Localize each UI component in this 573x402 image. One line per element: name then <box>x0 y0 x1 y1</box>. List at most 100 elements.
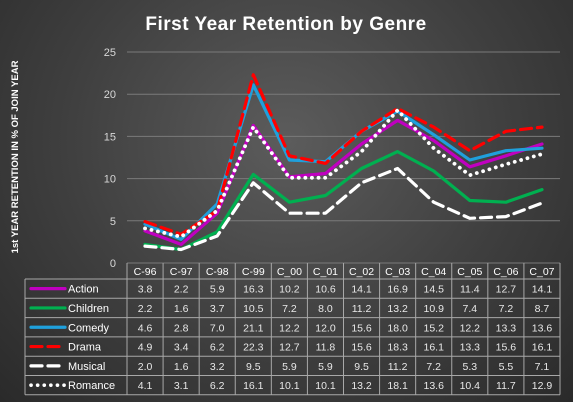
data-cell: 15.6 <box>351 322 372 334</box>
y-tick-label: 15 <box>104 131 116 143</box>
y-tick-label: 20 <box>104 89 116 101</box>
x-tick-label: C_01 <box>313 266 338 278</box>
data-cell: 5.5 <box>499 361 514 373</box>
data-cell: 18.3 <box>387 342 408 354</box>
data-cell: 21.1 <box>243 322 264 334</box>
data-cell: 7.2 <box>282 303 297 315</box>
data-cell: 2.0 <box>138 361 153 373</box>
data-cell: 2.8 <box>174 322 189 334</box>
y-tick-label: 0 <box>110 258 116 270</box>
data-cell: 12.0 <box>315 322 336 334</box>
series-line-musical <box>143 166 544 252</box>
data-cell: 5.9 <box>318 361 333 373</box>
data-cell: 1.6 <box>174 303 189 315</box>
data-cell: 15.6 <box>351 342 372 354</box>
legend-label: Comedy <box>68 322 109 334</box>
y-tick-label: 10 <box>104 174 116 186</box>
legend-label: Romance <box>68 380 115 392</box>
data-cell: 11.7 <box>496 380 516 392</box>
data-cell: 10.9 <box>423 303 444 315</box>
data-cell: 6.2 <box>210 380 225 392</box>
data-cell: 3.2 <box>210 361 225 373</box>
data-cell: 18.1 <box>387 380 408 392</box>
data-cell: 3.8 <box>138 284 153 296</box>
data-cell: 11.2 <box>352 303 372 315</box>
data-cell: 4.6 <box>138 322 153 334</box>
series-line-romance <box>143 108 544 239</box>
data-cell: 11.2 <box>388 361 408 373</box>
data-cell: 14.5 <box>423 284 444 296</box>
y-tick-label: 25 <box>104 47 116 59</box>
data-cell: 16.1 <box>532 342 553 354</box>
data-cell: 13.3 <box>496 322 517 334</box>
data-cell: 10.4 <box>460 380 481 392</box>
data-cell: 22.3 <box>243 342 264 354</box>
chart-title: First Year Retention by Genre <box>145 14 426 35</box>
x-tick-label: C_06 <box>493 266 518 278</box>
data-cell: 12.2 <box>279 322 300 334</box>
data-cell: 1.6 <box>174 361 189 373</box>
x-tick-label: C_00 <box>277 266 302 278</box>
x-tick-label: C-97 <box>170 266 193 278</box>
data-cell: 9.5 <box>354 361 369 373</box>
data-cell: 7.2 <box>499 303 514 315</box>
series-line-drama <box>143 73 544 236</box>
x-tick-label: C-99 <box>242 266 265 278</box>
series-line-comedy <box>143 83 544 241</box>
x-tick-label: C-96 <box>134 266 157 278</box>
series-line-action <box>143 118 544 246</box>
data-cell: 12.7 <box>279 342 300 354</box>
data-cell: 18.0 <box>387 322 408 334</box>
data-cell: 3.4 <box>174 342 189 354</box>
data-cell: 11.8 <box>316 342 336 354</box>
series-line-children <box>143 150 544 252</box>
legend-label: Action <box>68 284 99 296</box>
data-cell: 4.1 <box>138 380 153 392</box>
data-cell: 5.3 <box>462 361 477 373</box>
data-cell: 3.1 <box>174 380 189 392</box>
data-cell: 13.2 <box>351 380 372 392</box>
data-cell: 7.1 <box>535 361 550 373</box>
data-cell: 5.9 <box>282 361 297 373</box>
data-cell: 10.1 <box>279 380 300 392</box>
data-cell: 2.2 <box>138 303 153 315</box>
data-cell: 10.2 <box>279 284 300 296</box>
data-cell: 16.9 <box>387 284 408 296</box>
data-cell: 10.5 <box>243 303 264 315</box>
data-cell: 13.6 <box>423 380 444 392</box>
data-cell: 4.9 <box>138 342 153 354</box>
data-cell: 16.1 <box>423 342 444 354</box>
data-cell: 15.2 <box>423 322 444 334</box>
x-tick-label: C_02 <box>349 266 374 278</box>
data-cell: 12.2 <box>460 322 481 334</box>
data-cell: 2.2 <box>174 284 189 296</box>
data-cell: 10.1 <box>315 380 336 392</box>
data-cell: 7.2 <box>426 361 441 373</box>
x-tick-label: C_07 <box>529 266 554 278</box>
data-cell: 11.4 <box>460 284 480 296</box>
legend-label: Musical <box>68 361 105 373</box>
x-tick-label: C_03 <box>385 266 410 278</box>
legend-label: Drama <box>68 342 102 354</box>
data-cell: 12.7 <box>496 284 517 296</box>
legend-label: Children <box>68 303 109 315</box>
data-cell: 13.2 <box>387 303 408 315</box>
data-cell: 8.0 <box>318 303 333 315</box>
data-cell: 10.6 <box>315 284 336 296</box>
data-cell: 16.3 <box>243 284 264 296</box>
data-cell: 13.3 <box>460 342 481 354</box>
data-cell: 15.6 <box>496 342 517 354</box>
data-cell: 7.0 <box>210 322 225 334</box>
data-cell: 14.1 <box>351 284 372 296</box>
data-cell: 9.5 <box>246 361 261 373</box>
x-tick-label: C_04 <box>421 266 446 278</box>
data-cell: 12.9 <box>532 380 553 392</box>
data-cell: 7.4 <box>462 303 477 315</box>
x-tick-label: C-98 <box>206 266 229 278</box>
y-axis-label: 1st YEAR RETENTION IN % OF JOIN YEAR <box>10 60 21 253</box>
data-cell: 5.9 <box>210 284 225 296</box>
x-tick-label: C_05 <box>457 266 482 278</box>
data-cell: 6.2 <box>210 342 225 354</box>
